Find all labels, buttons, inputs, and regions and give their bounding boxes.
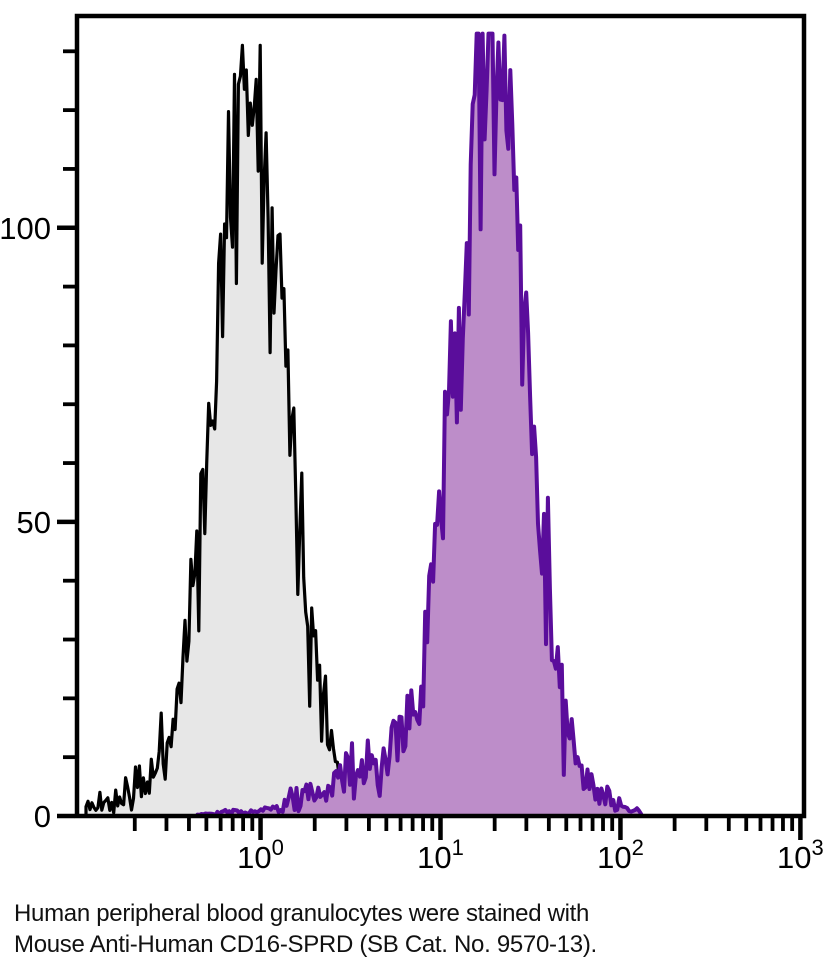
x-axis-tick-label: 103 <box>777 835 824 875</box>
y-axis-tick-label: 100 <box>0 211 51 246</box>
caption-line-1: Human peripheral blood granulocytes were… <box>14 900 590 927</box>
y-axis-tick-label: 50 <box>17 505 51 540</box>
series-right-peak-purple <box>195 31 644 818</box>
plot-frame <box>74 13 807 819</box>
series-left-peak-black <box>84 43 344 818</box>
y-axis-tick-label: 0 <box>34 799 51 834</box>
x-axis-tick-label: 100 <box>237 835 284 875</box>
figure-caption: Human peripheral blood granulocytes were… <box>14 898 824 960</box>
caption-line-2: Mouse Anti-Human CD16-SPRD (SB Cat. No. … <box>14 931 597 958</box>
x-axis-tick-label: 101 <box>417 835 464 875</box>
x-axis-tick-label: 102 <box>597 835 644 875</box>
